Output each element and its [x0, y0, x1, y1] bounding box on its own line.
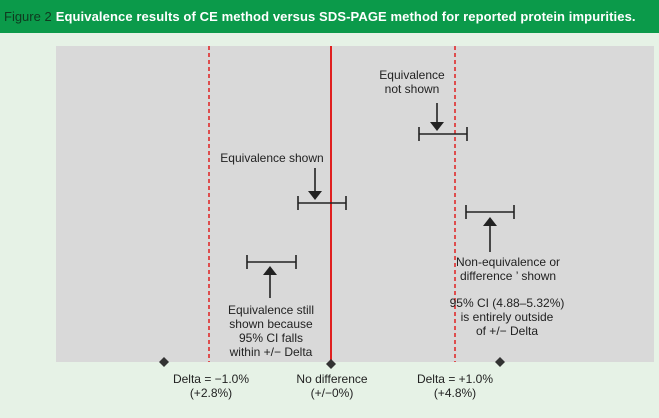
axis-label-no-difference: No difference (+/−0%) — [296, 372, 368, 400]
delta-minus-marker — [159, 357, 169, 367]
axis-label-delta-plus: Delta = +1.0% (+4.8%) — [416, 372, 494, 400]
ci-bar-shown — [297, 196, 347, 210]
label-equivalence-not-shown: Equivalence not shown — [379, 68, 445, 96]
figure-title: Equivalence results of CE method versus … — [55, 9, 636, 24]
ci-bar-not-shown — [418, 127, 468, 141]
figure-label: Figure 2 — [4, 9, 52, 24]
arrow-not-shown — [430, 103, 444, 131]
ci-bar-still-shown — [246, 255, 297, 269]
figure-header: Figure 2 Equivalence results of CE method… — [0, 0, 659, 33]
plot-area — [56, 46, 654, 362]
label-equivalence-shown: Equivalence shown — [220, 151, 324, 165]
no-difference-marker — [326, 359, 336, 369]
ci-bar-non-equivalence — [465, 205, 515, 219]
label-ci-note: 95% CI (4.88–5.32%) is entirely outside … — [449, 296, 565, 338]
label-equivalence-still-shown: Equivalence still shown because 95% CI f… — [227, 303, 315, 359]
label-non-equivalence: Non-equivalence or difference ’ shown — [455, 255, 561, 283]
delta-plus-marker — [495, 357, 505, 367]
arrow-shown — [308, 168, 322, 200]
arrow-non-equivalence — [483, 217, 497, 252]
axis-label-delta-minus: Delta = −1.0% (+2.8%) — [172, 372, 250, 400]
arrow-still-shown — [263, 266, 277, 298]
